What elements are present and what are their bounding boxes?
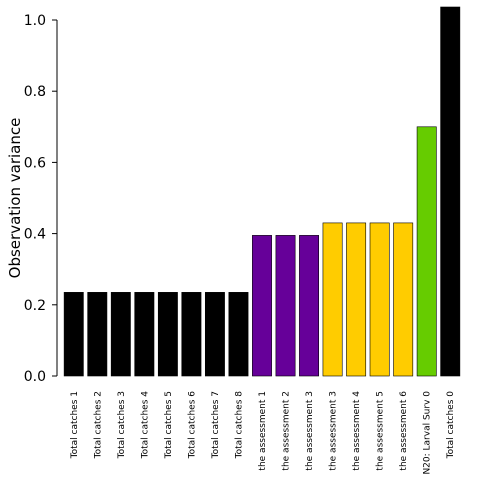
bar-11 [299,235,320,377]
bar-3 [110,292,131,377]
x-tick-label-15: the assessment 6 [399,391,409,471]
x-tick-label-11: the assessment 3 [305,391,315,471]
y-tick-label-5: 1.0 [24,13,46,29]
y-tick-label-4: 0.8 [24,84,46,100]
bars-group [63,6,461,377]
x-tick-label-17: Total catches 0 [446,391,456,460]
bar-14 [369,222,390,377]
x-tick-label-8: Total catches 8 [234,391,244,460]
bar-16 [416,126,437,377]
bar-8 [228,292,249,377]
x-tick-label-13: the assessment 4 [352,391,362,471]
y-tick-label-2: 0.4 [24,227,46,243]
x-tick-label-4: Total catches 4 [140,391,150,460]
bar-10 [275,235,296,377]
bar-2 [87,292,108,377]
x-tick-label-6: Total catches 6 [187,391,197,460]
x-tick-label-12: the assessment 3 [329,391,339,471]
x-tick-label-1: Total catches 1 [70,391,80,459]
x-tick-label-2: Total catches 2 [93,391,103,459]
bar-7 [204,292,225,377]
y-ticks-group: 0.0 0.2 0.4 0.6 0.8 1.0 [24,13,57,385]
y-tick-label-1: 0.2 [24,298,46,314]
bar-1 [63,292,84,377]
x-labels-group: Total catches 1 Total catches 2 Total catc… [70,391,456,475]
y-tick-label-3: 0.6 [24,155,46,171]
x-tick-label-10: the assessment 2 [282,391,292,471]
y-tick-label-0: 0.0 [24,369,46,385]
bar-9 [252,235,272,377]
bar-5 [157,292,178,377]
x-tick-label-16: N20: Larval Surv 0 [423,391,433,475]
x-tick-label-9: the assessment 1 [258,391,268,471]
bar-6 [181,292,202,377]
bar-17 [440,6,461,377]
bar-12 [322,222,343,377]
x-tick-label-14: the assessment 5 [376,391,386,471]
x-tick-label-3: Total catches 3 [117,391,127,459]
bar-4 [134,292,155,377]
x-tick-label-7: Total catches 7 [211,391,221,459]
x-tick-label-5: Total catches 5 [164,391,174,459]
y-axis-label: Observation variance [6,118,24,279]
bar-15 [393,222,414,377]
bar-13 [346,222,367,377]
